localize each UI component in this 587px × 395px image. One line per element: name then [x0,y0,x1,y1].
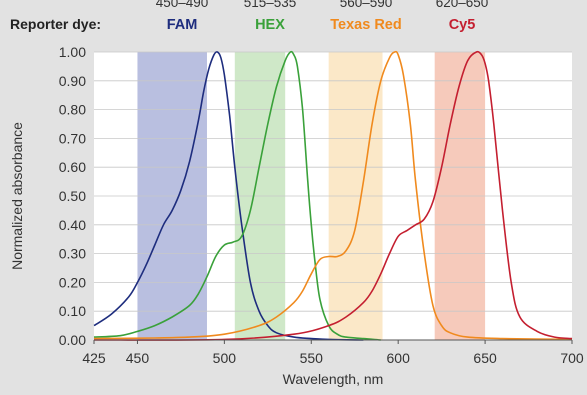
y-tick-label: 0.10 [59,303,86,319]
reporter-dye-label: Reporter dye: [10,16,101,32]
x-tick-label: 700 [560,350,584,366]
x-tick-label: 650 [473,350,497,366]
x-tick-label: 500 [213,350,237,366]
y-tick-label: 0.30 [59,246,86,262]
x-axis-ticks: 425 450 500 550 600 650 700 [82,340,584,366]
y-tick-label: 0.20 [59,274,86,290]
legend-texas-red: Texas Red [330,17,401,33]
x-tick-label: 550 [300,350,324,366]
range-label-texas-red: 560–590 [340,0,393,10]
legend-hex: HEX [255,17,285,33]
x-tick-label: 425 [82,350,106,366]
series-line-fam [93,51,364,341]
y-tick-label: 0.80 [59,102,86,118]
x-tick-label: 450 [126,350,150,366]
series-line-texas-red [93,50,573,341]
x-tick-label: 600 [387,350,411,366]
series-lines [93,50,573,341]
legend-fam: FAM [167,17,198,33]
y-tick-label: 0.00 [59,332,86,348]
wavelength-range-row: 450–490 515–535 560–590 620–650 [156,0,489,10]
x-axis-label: Wavelength, nm [283,371,384,387]
y-tick-label: 0.90 [59,73,86,89]
y-tick-label: 0.40 [59,217,86,233]
range-label-hex: 515–535 [244,0,297,10]
series-line-cy5 [93,50,573,341]
range-label-fam: 450–490 [156,0,209,10]
y-tick-label: 0.60 [59,159,86,175]
series-line-hex [93,50,381,341]
y-axis-label: Normalized absorbance [9,122,25,270]
y-tick-label: 0.50 [59,188,86,204]
legend-cy5: Cy5 [449,17,476,33]
y-tick-label: 0.70 [59,130,86,146]
y-axis-ticks: 0.00 0.10 0.20 0.30 0.40 0.50 0.60 0.70 0.80 0.90… [59,44,86,348]
range-label-cy5: 620–650 [436,0,489,10]
y-tick-label: 1.00 [59,44,86,60]
legend: FAM HEX Texas Red Cy5 [167,17,476,33]
